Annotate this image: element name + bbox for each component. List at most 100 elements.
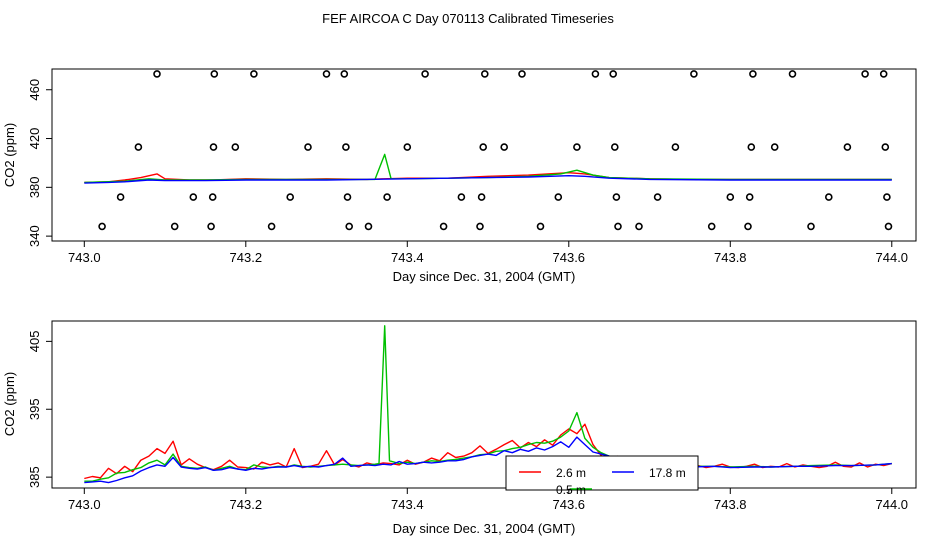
flag-marker-22 [403,143,412,151]
flag-marker-19 [345,222,354,231]
flag-marker-34 [573,143,581,151]
legend-box [505,455,699,491]
flag-marker-3 [153,70,161,78]
flag-marker-2 [134,143,143,151]
flag-marker-8 [209,143,218,151]
y-axis-top: 340 380 420 460 [27,79,53,247]
flag-marker-55 [861,70,869,78]
x-axis-top: 743.0 743.2 743.4 743.6 743.8 744.0 [68,241,908,265]
flag-marker-35 [591,70,600,78]
flag-marker-56 [879,70,888,78]
flag-marker-29 [480,70,489,78]
flag-marker-5 [189,193,198,201]
flag-marker-44 [707,222,716,231]
flag-marker-23 [421,70,429,78]
x-tick-label-p2-1: 743.2 [230,497,263,512]
flag-marker-4 [170,222,179,231]
x-tick-label-p1-3: 743.6 [553,250,586,265]
flag-marker-33 [554,193,563,201]
x-tick-label-p1-1: 743.2 [230,250,263,265]
flag-marker-50 [770,143,779,151]
flag-marker-31 [518,70,526,78]
y-tick-label-p1-2: 420 [27,128,42,150]
flag-marker-46 [744,222,752,231]
flag-marker-20 [364,222,373,231]
flag-marker-57 [881,143,890,151]
flag-marker-21 [383,193,391,201]
y-tick-label-p2-0: 385 [27,466,42,488]
flag-marker-27 [477,193,486,201]
flag-marker-40 [635,222,643,231]
legend-label-0-5m: 0.5 m [556,483,586,497]
x-tick-label-p1-5: 744.0 [876,250,909,265]
flag-marker-41 [653,193,662,201]
y-axis-label-top: CO2 (ppm) [2,123,17,187]
x-tick-label-p1-2: 743.4 [391,250,424,265]
flag-marker-6 [207,222,215,231]
flag-marker-39 [614,222,622,231]
flag-marker-37 [610,143,619,151]
flag-marker-26 [476,222,484,231]
flag-marker-25 [457,193,466,201]
x-tick-label-p2-0: 743.0 [68,497,101,512]
y-axis-label-bottom: CO2 (ppm) [2,372,17,436]
flag-marker-7 [208,193,217,201]
flag-marker-13 [286,193,295,201]
x-tick-label-p2-2: 743.4 [391,497,424,512]
flag-marker-45 [726,193,735,201]
flag-marker-32 [536,222,545,231]
series-line-p2-0 [84,423,892,480]
y-tick-label-p1-0: 340 [27,225,42,247]
flag-marker-53 [824,193,833,201]
flag-marker-17 [342,143,350,151]
flag-marker-48 [747,143,756,151]
legend-label-17-8m: 17.8 m [649,466,686,480]
flag-marker-59 [884,222,893,231]
flag-marker-30 [500,143,509,151]
flag-marker-49 [749,70,757,78]
flag-marker-11 [250,70,258,78]
flag-marker-16 [340,70,349,78]
x-tick-label-p2-3: 743.6 [553,497,586,512]
flag-marker-12 [267,222,276,231]
flag-marker-52 [807,222,815,231]
series-line-p1-2 [84,175,892,184]
flag-marker-47 [745,193,754,201]
flag-marker-54 [843,143,852,151]
flag-marker-36 [609,70,618,78]
plot-frame-top [51,68,917,242]
flag-marker-9 [210,70,219,78]
figure-title: FEF AIRCOA C Day 070113 Calibrated Times… [322,11,614,26]
x-tick-label-p2-5: 744.0 [876,497,909,512]
series-bottom [84,325,892,484]
flag-marker-28 [479,143,488,151]
legend-label-2-6m: 2.6 m [556,466,586,480]
y-tick-label-p2-2: 405 [27,331,42,353]
flag-marker-0 [98,222,106,231]
flag-marker-42 [671,143,680,151]
flag-marker-10 [231,143,240,151]
flag-marker-14 [304,143,312,151]
flag-marker-15 [322,70,331,78]
x-axis-label-bottom: Day since Dec. 31, 2004 (GMT) [393,521,576,536]
y-axis-bottom: 385 395 405 [27,331,53,488]
y-tick-label-p1-3: 460 [27,79,42,101]
x-axis-label-top: Day since Dec. 31, 2004 (GMT) [393,269,576,284]
legend: 2.6 m 17.8 m 0.5 m [505,455,699,497]
flag-marker-24 [439,222,448,231]
y-tick-label-p2-1: 395 [27,398,42,420]
series-line-p2-2 [84,436,892,484]
flag-marker-43 [690,70,698,78]
flag-markers-top [98,70,893,231]
x-tick-label-p2-4: 743.8 [714,497,747,512]
plot-frame-bottom [51,320,917,489]
x-tick-label-p1-4: 743.8 [714,250,747,265]
flag-marker-1 [116,193,125,201]
x-axis-bottom: 743.0 743.2 743.4 743.6 743.8 744.0 [68,488,908,512]
flag-marker-58 [883,193,891,201]
panel-bottom: 385 395 405 743.0 743.2 743.4 743.6 743.8 744.0… [2,320,917,536]
series-top [84,153,892,184]
